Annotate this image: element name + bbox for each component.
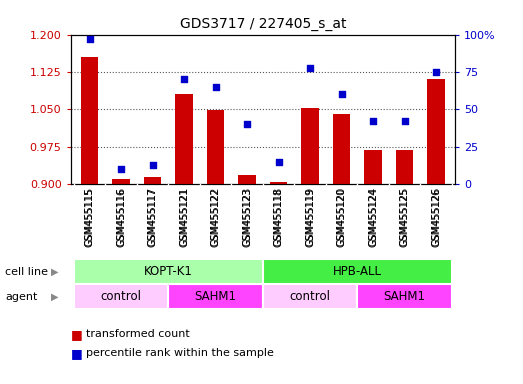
Text: GSM455126: GSM455126 [431, 188, 441, 247]
Title: GDS3717 / 227405_s_at: GDS3717 / 227405_s_at [179, 17, 346, 31]
Text: agent: agent [5, 291, 38, 302]
Text: KOPT-K1: KOPT-K1 [144, 265, 192, 278]
Point [432, 69, 440, 75]
Text: GSM455116: GSM455116 [116, 188, 126, 247]
Text: ▶: ▶ [51, 291, 59, 302]
Bar [74, 284, 168, 309]
Bar [333, 114, 350, 184]
Text: percentile rank within the sample: percentile rank within the sample [86, 348, 274, 358]
Bar [168, 284, 263, 309]
Point [211, 84, 220, 90]
Point [85, 36, 94, 42]
Point [149, 162, 157, 168]
Text: GSM455123: GSM455123 [242, 188, 252, 247]
Point [337, 91, 346, 98]
Text: transformed count: transformed count [86, 329, 190, 339]
Text: ■: ■ [71, 347, 86, 360]
Bar [427, 79, 445, 184]
Text: GSM455119: GSM455119 [305, 188, 315, 247]
Bar [175, 94, 192, 184]
Text: GSM455118: GSM455118 [274, 188, 283, 247]
Point [306, 65, 314, 71]
Point [180, 76, 188, 83]
Text: ■: ■ [71, 328, 86, 341]
Bar [357, 284, 452, 309]
Text: GSM455120: GSM455120 [337, 188, 347, 247]
Bar [74, 259, 263, 284]
Bar [301, 108, 319, 184]
Point [401, 118, 409, 124]
Text: ▶: ▶ [51, 266, 59, 277]
Text: GSM455121: GSM455121 [179, 188, 189, 247]
Text: control: control [100, 290, 142, 303]
Bar [396, 151, 413, 184]
Bar [365, 151, 382, 184]
Bar [270, 182, 287, 184]
Bar [81, 57, 98, 184]
Point [369, 118, 377, 124]
Text: HPB-ALL: HPB-ALL [333, 265, 382, 278]
Text: SAHM1: SAHM1 [195, 290, 236, 303]
Text: GSM455124: GSM455124 [368, 188, 378, 247]
Bar [263, 284, 357, 309]
Text: SAHM1: SAHM1 [383, 290, 426, 303]
Point [275, 159, 283, 165]
Text: GSM455122: GSM455122 [211, 188, 221, 247]
Bar [238, 175, 256, 184]
Bar [207, 111, 224, 184]
Bar [112, 179, 130, 184]
Text: GSM455115: GSM455115 [85, 188, 95, 247]
Text: control: control [290, 290, 331, 303]
Point [117, 166, 125, 172]
Text: GSM455117: GSM455117 [147, 188, 157, 247]
Bar [144, 177, 161, 184]
Text: GSM455125: GSM455125 [400, 188, 410, 247]
Point [243, 121, 251, 127]
Bar [263, 259, 452, 284]
Text: cell line: cell line [5, 266, 48, 277]
